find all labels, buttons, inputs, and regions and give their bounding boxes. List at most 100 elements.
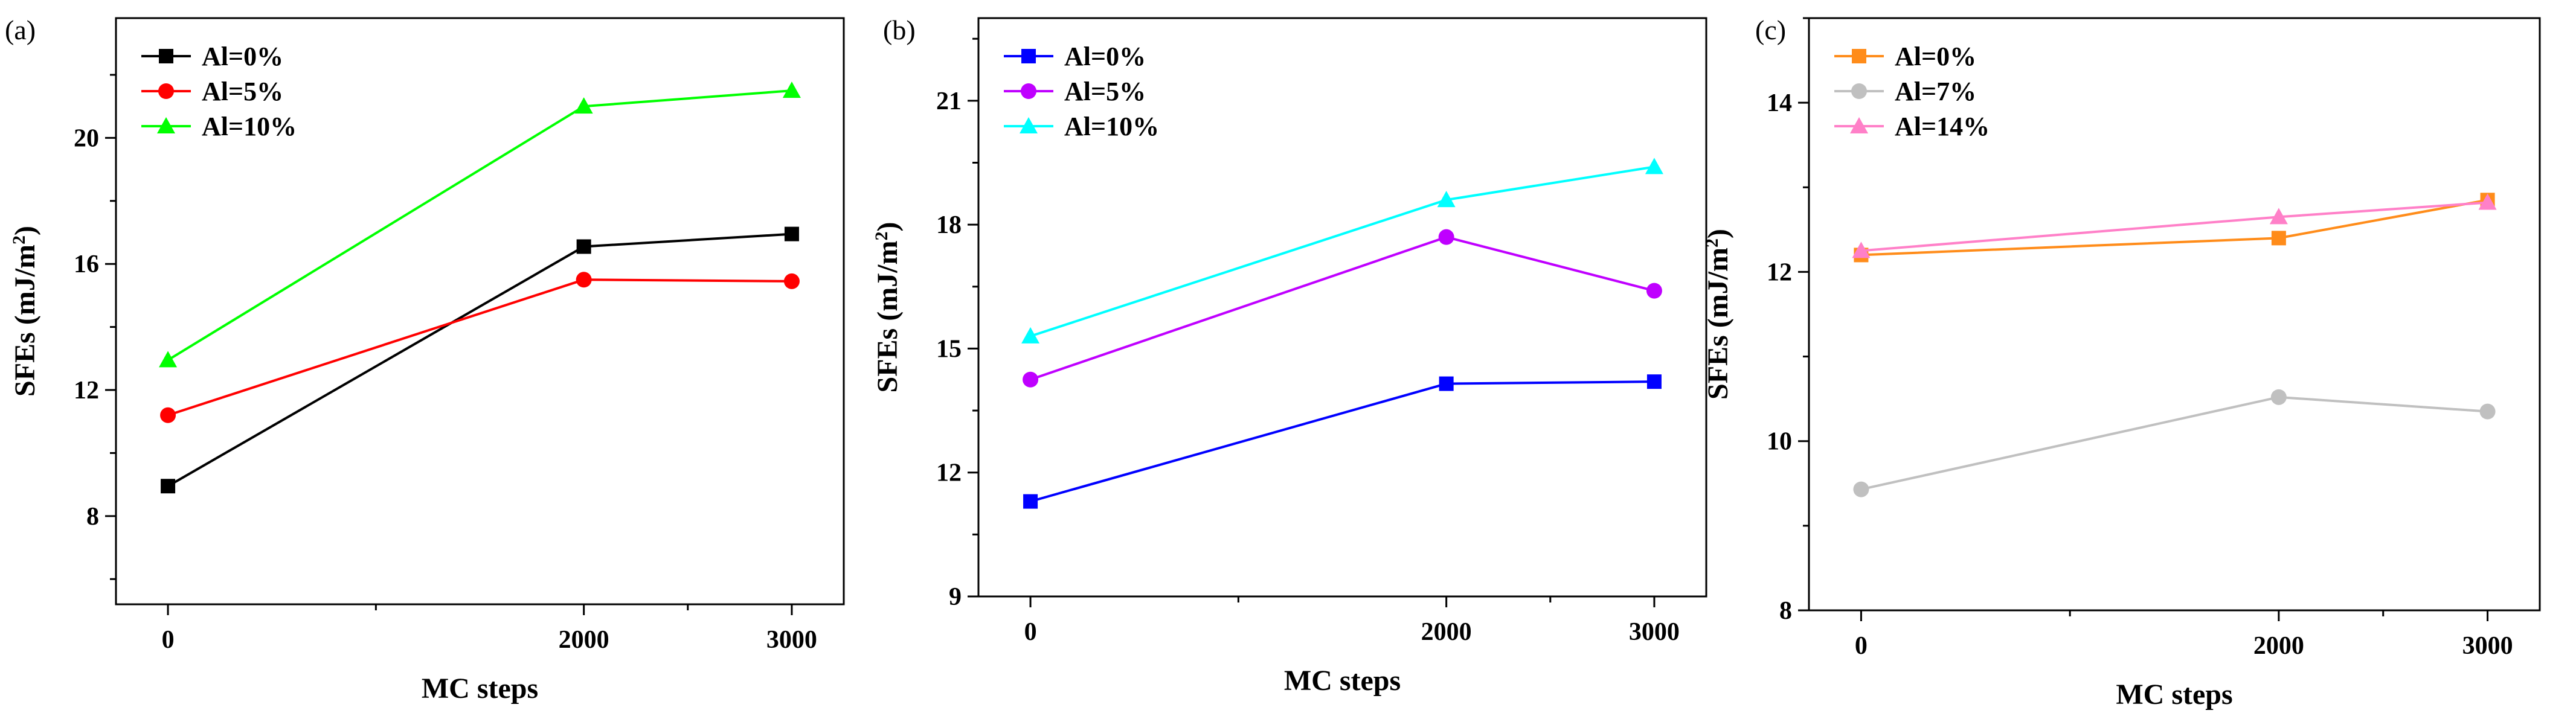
y-tick-label: 15	[936, 335, 962, 363]
x-tick-label: 3000	[1629, 618, 1680, 646]
data-point	[1439, 376, 1454, 391]
x-axis-title: MC steps	[422, 673, 538, 705]
plot-frame	[115, 17, 845, 606]
y-tick-label: 10	[1767, 428, 1792, 456]
series-0	[1023, 374, 1662, 509]
data-point	[1021, 327, 1040, 344]
series-line	[167, 232, 792, 487]
data-point	[1646, 374, 1662, 389]
legend-label: Al=5%	[202, 77, 283, 106]
panel-label: (b)	[883, 14, 916, 45]
y-tick-label: 12	[1767, 258, 1792, 286]
legend-label: Al=7%	[1895, 77, 1976, 106]
legend: Al=0% Al=7% Al=14%	[1834, 42, 1990, 141]
series-2	[1021, 158, 1663, 344]
data-point	[1437, 191, 1456, 208]
plot-frame	[977, 17, 1707, 598]
chart-panel-0: (a) 8 12 16 20 0 2000 3000 MC steps SFEs (mJ/m2) A…	[5, 14, 845, 705]
data-point	[576, 272, 592, 288]
data-point	[2269, 208, 2288, 225]
series-0	[1854, 193, 2495, 263]
data-point	[574, 97, 593, 114]
data-point	[782, 81, 801, 98]
series-1	[1023, 229, 1662, 388]
y-tick-label: 16	[74, 251, 99, 278]
series-line	[1860, 395, 2488, 491]
y-tick-label: 21	[936, 88, 962, 115]
panel-label: (c)	[1755, 14, 1786, 45]
x-axis-title: MC steps	[1284, 665, 1401, 697]
series-line	[1030, 380, 1654, 503]
data-point	[159, 351, 178, 368]
legend-marker	[158, 83, 174, 99]
legend-marker	[1020, 117, 1038, 133]
legend-label: Al=5%	[1064, 77, 1146, 106]
data-point	[161, 479, 176, 494]
legend-label: Al=0%	[1895, 42, 1976, 71]
data-point	[1438, 229, 1454, 245]
series-2	[1852, 193, 2497, 258]
x-tick-label: 3000	[766, 626, 817, 654]
legend-marker	[157, 117, 175, 133]
y-tick-label: 14	[1767, 89, 1792, 117]
y-tick-label: 8	[1779, 597, 1792, 625]
x-axis-title: MC steps	[2116, 679, 2232, 711]
legend-label: Al=14%	[1895, 112, 1990, 141]
y-tick-label: 12	[936, 459, 962, 487]
chart-panel-1: (b) 9 12 15 18 21 0 2000 3000 MC steps SFEs (mJ/m2…	[872, 14, 1707, 697]
x-tick-label: 2000	[1421, 618, 1472, 646]
series-0	[161, 226, 799, 494]
data-point	[1645, 158, 1663, 174]
y-tick-label: 20	[74, 124, 99, 152]
legend-marker	[1852, 49, 1866, 63]
y-tick-label: 8	[86, 503, 99, 531]
series-line	[1861, 201, 2488, 252]
data-point	[2479, 403, 2496, 420]
series-2	[159, 81, 801, 368]
data-point	[784, 226, 799, 241]
data-point	[2478, 193, 2497, 210]
x-tick-label: 2000	[2253, 632, 2304, 660]
data-point	[783, 273, 800, 289]
y-tick-label: 12	[74, 377, 99, 404]
legend-label: Al=10%	[1064, 112, 1159, 141]
data-point	[1023, 371, 1039, 388]
y-axis-title: SFEs (mJ/m2)	[872, 222, 904, 393]
legend-label: Al=0%	[1064, 42, 1146, 71]
plot-frame	[1808, 17, 2541, 612]
data-point	[1852, 241, 1871, 258]
y-tick-label: 18	[936, 211, 962, 239]
x-tick-label: 0	[1855, 632, 1868, 660]
series-line	[1030, 165, 1655, 337]
data-point	[2270, 389, 2287, 405]
y-axis-title: SFEs (mJ/m2)	[9, 226, 42, 397]
y-tick-label: 9	[949, 583, 962, 611]
legend-label: Al=10%	[202, 112, 297, 141]
legend-marker	[1850, 117, 1868, 133]
series-line	[1030, 235, 1655, 381]
x-tick-label: 3000	[2462, 632, 2513, 660]
legend-label: Al=0%	[202, 42, 283, 71]
panel-label: (a)	[5, 14, 36, 45]
x-tick-label: 0	[1024, 618, 1037, 646]
chart-panel-2: (c) 8 10 12 14 0 2000 3000 MC steps SFEs (mJ/m2) A…	[1702, 14, 2541, 711]
legend-marker	[1021, 83, 1036, 99]
series-1	[1853, 389, 2496, 497]
legend: Al=0% Al=5% Al=10%	[141, 42, 297, 141]
legend-marker	[1021, 49, 1036, 63]
data-point	[160, 407, 176, 423]
y-axis-title: SFEs (mJ/m2)	[1702, 229, 1735, 400]
legend-marker	[1851, 83, 1867, 99]
data-point	[1023, 494, 1038, 509]
data-point	[1646, 283, 1662, 299]
legend: Al=0% Al=5% Al=10%	[1004, 42, 1159, 141]
series-line	[167, 278, 792, 417]
legend-marker	[159, 49, 173, 63]
data-point	[1853, 481, 1869, 497]
x-tick-label: 2000	[559, 626, 609, 654]
data-point	[2271, 231, 2286, 246]
data-point	[576, 239, 591, 254]
series-1	[160, 272, 800, 423]
x-tick-label: 0	[162, 626, 175, 654]
